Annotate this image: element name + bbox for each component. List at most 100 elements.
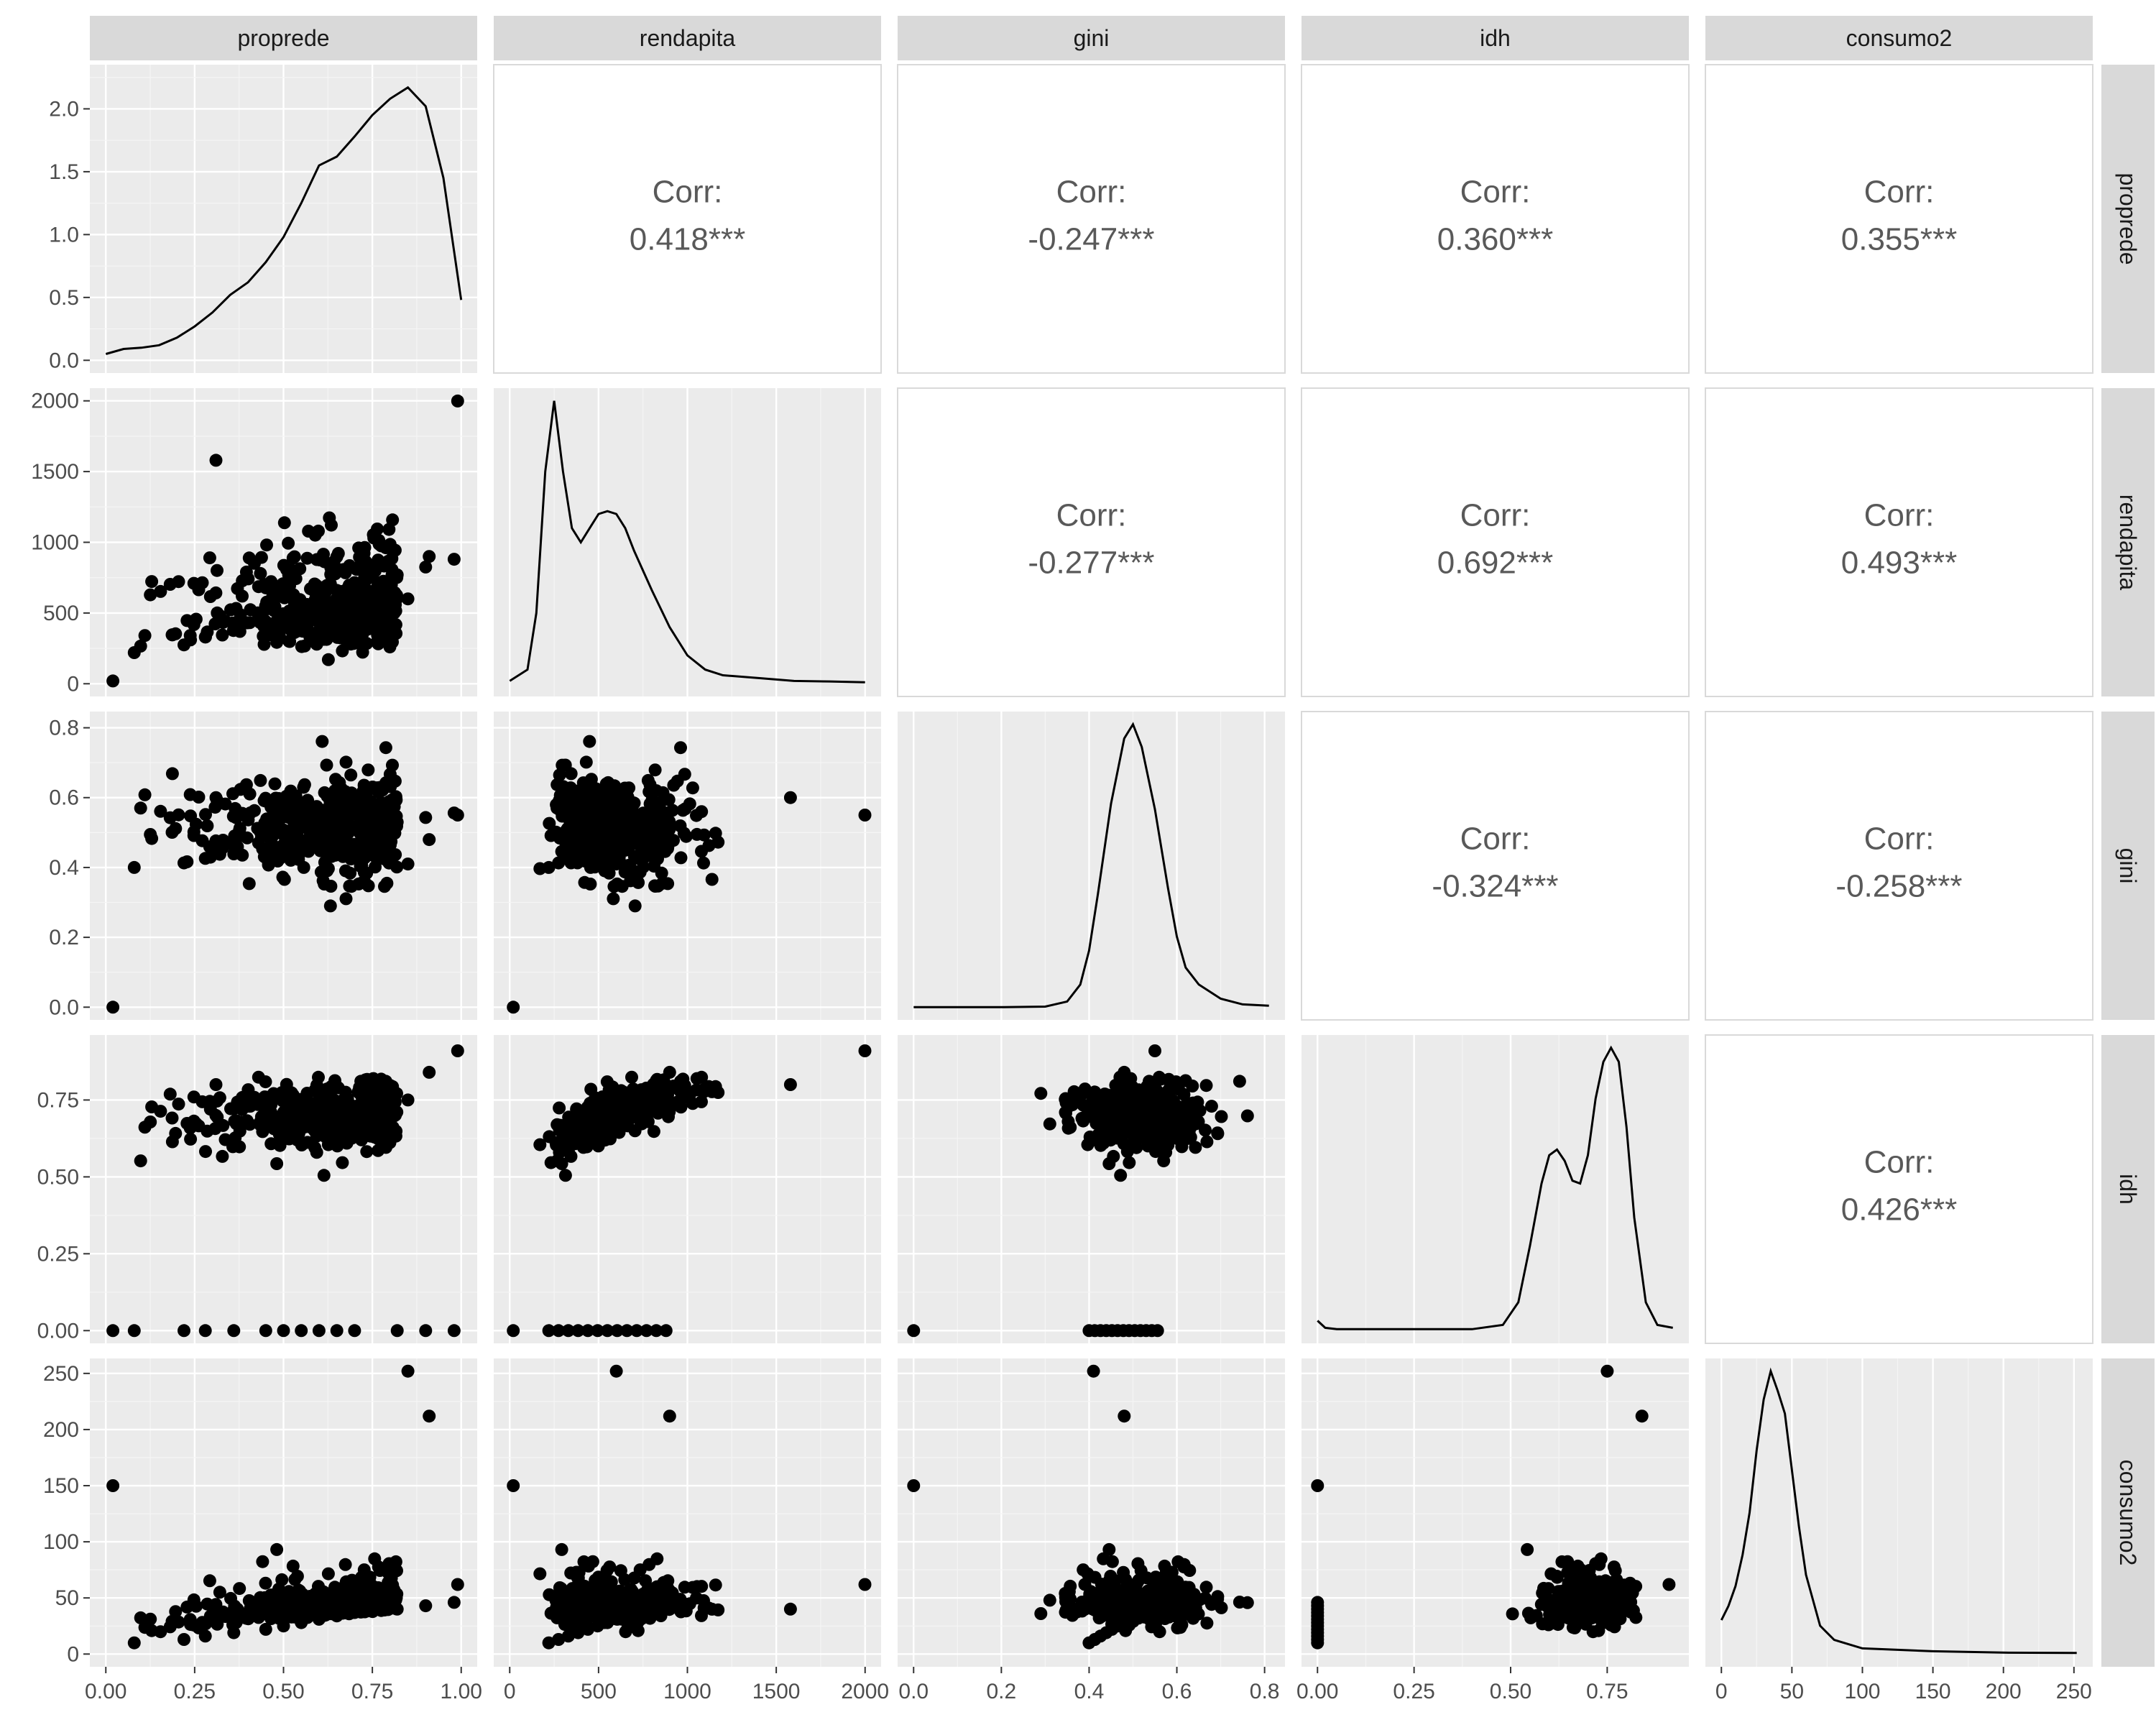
scatter-point xyxy=(218,1133,232,1146)
scatter-point xyxy=(650,811,663,824)
scatter-point xyxy=(209,454,223,467)
x-tick-label: 0.25 xyxy=(174,1680,216,1703)
corr-label: Corr: xyxy=(1864,822,1935,857)
scatter-point xyxy=(561,1629,575,1643)
scatter-point xyxy=(671,774,684,788)
y-tick-label: 1500 xyxy=(31,460,79,484)
scatter-point xyxy=(628,1124,642,1138)
scatter-point xyxy=(106,1324,120,1338)
scatter-point xyxy=(1174,1621,1187,1634)
scatter-point xyxy=(1584,1571,1597,1585)
y-tick-label: 0.25 xyxy=(37,1242,79,1266)
scatter-point xyxy=(339,755,353,769)
scatter-point xyxy=(277,873,291,886)
x-tick-label: 0.75 xyxy=(1586,1680,1628,1703)
scatter-point xyxy=(260,1098,274,1112)
scatter-point xyxy=(312,1070,325,1084)
scatter-point xyxy=(295,834,308,847)
scatter-point xyxy=(1153,1144,1166,1157)
panel-consumo2-proprede xyxy=(90,1358,477,1667)
scatter-point xyxy=(379,741,392,755)
scatter-point xyxy=(390,592,403,606)
y-tick-label: 0.0 xyxy=(49,349,79,372)
scatter-point xyxy=(1148,1044,1161,1057)
scatter-point xyxy=(312,1612,326,1626)
panel-rendapita-rendapita xyxy=(494,388,881,696)
scatter-point xyxy=(647,1125,660,1138)
scatter-point xyxy=(1593,1558,1606,1571)
scatter-point xyxy=(610,1612,624,1626)
scatter-point xyxy=(308,1124,321,1138)
scatter-point xyxy=(201,819,214,832)
scatter-point xyxy=(1087,1364,1100,1378)
scatter-point xyxy=(561,1324,575,1338)
scatter-point xyxy=(343,879,356,893)
scatter-point xyxy=(358,1099,372,1113)
scatter-point xyxy=(606,812,619,826)
panel-rendapita-gini: Corr:-0.277*** xyxy=(897,387,1286,697)
scatter-point xyxy=(507,1000,520,1014)
corr-label: Corr: xyxy=(653,175,723,210)
scatter-point xyxy=(581,842,594,856)
scatter-point xyxy=(1121,1590,1134,1603)
scatter-point xyxy=(1083,1130,1097,1144)
scatter-point xyxy=(295,1138,308,1151)
scatter-point xyxy=(372,533,386,547)
scatter-point xyxy=(154,1625,167,1639)
scatter-point xyxy=(328,1581,341,1594)
scatter-point xyxy=(596,1102,609,1116)
scatter-point xyxy=(303,630,317,643)
y-tick-label: 0 xyxy=(67,672,79,696)
scatter-point xyxy=(609,1364,623,1378)
scatter-point xyxy=(211,564,224,577)
scatter-point xyxy=(343,559,356,572)
scatter-point xyxy=(154,804,167,818)
scatter-point xyxy=(366,571,379,584)
scatter-point xyxy=(650,1599,663,1613)
scatter-point xyxy=(674,741,687,755)
scatter-point xyxy=(169,1605,183,1619)
scatter-point xyxy=(248,556,261,570)
scatter-point xyxy=(134,801,147,815)
scatter-point xyxy=(577,817,591,831)
scatter-point xyxy=(401,592,415,606)
scatter-point xyxy=(690,1072,704,1085)
scatter-point xyxy=(663,1409,676,1423)
scatter-point xyxy=(1034,1087,1048,1100)
scatter-point xyxy=(1158,1089,1172,1103)
scatter-point xyxy=(270,1542,284,1556)
scatter-point xyxy=(783,1078,797,1091)
scatter-point xyxy=(543,1130,556,1144)
scatter-point xyxy=(1537,1581,1550,1595)
scatter-point xyxy=(368,817,382,831)
scatter-point xyxy=(907,1479,921,1492)
x-tick-label: 0.00 xyxy=(85,1680,126,1703)
column-strip-label: proprede xyxy=(237,25,329,51)
scatter-point xyxy=(390,1602,404,1616)
scatter-point xyxy=(321,1567,335,1581)
density-curve-rendapita xyxy=(509,400,865,684)
scatter-point xyxy=(705,1602,719,1616)
scatter-point xyxy=(127,860,141,874)
column-strip-proprede xyxy=(90,16,477,60)
panel-proprede-proprede xyxy=(90,65,477,373)
scatter-point xyxy=(213,1091,226,1105)
scatter-point xyxy=(259,615,272,628)
scatter-point xyxy=(144,828,157,841)
scatter-point xyxy=(320,758,333,772)
scatter-point xyxy=(654,1609,668,1622)
scatter-point xyxy=(209,1078,223,1091)
scatter-point xyxy=(165,826,179,839)
scatter-point xyxy=(187,618,201,631)
scatter-point xyxy=(333,600,347,614)
scatter-point xyxy=(163,1087,177,1101)
scatter-point xyxy=(583,735,596,748)
scatter-point xyxy=(201,1124,214,1138)
x-tick-label: 0.75 xyxy=(351,1680,393,1703)
scatter-point xyxy=(659,1596,673,1609)
scatter-point xyxy=(1157,1611,1171,1624)
scatter-point xyxy=(1189,1141,1202,1154)
scatter-point xyxy=(679,829,693,843)
scatter-point xyxy=(379,776,392,790)
scatter-point xyxy=(264,575,278,589)
